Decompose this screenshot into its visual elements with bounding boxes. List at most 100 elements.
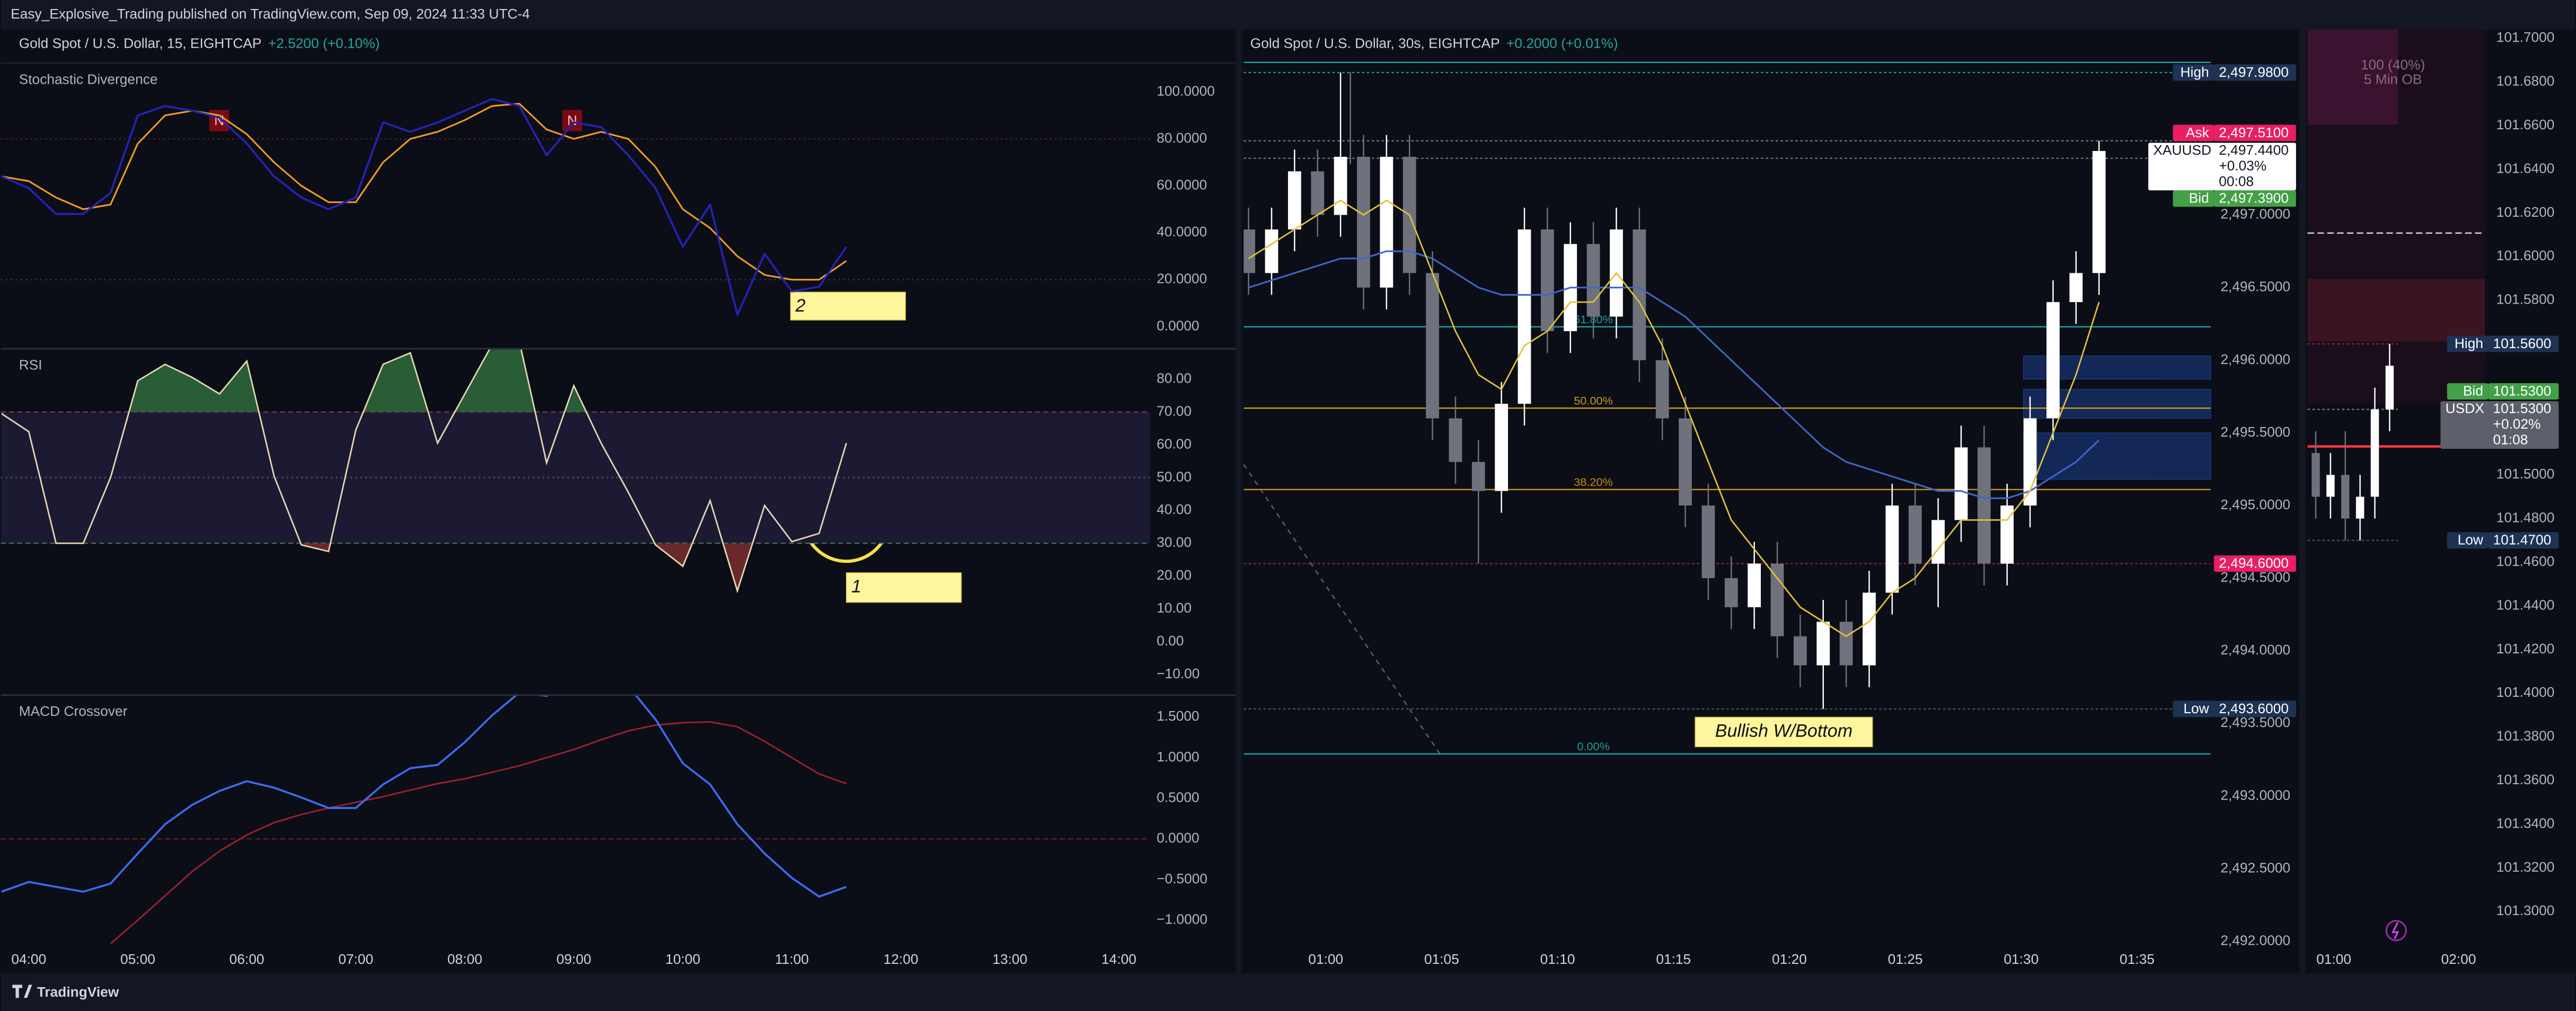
y-tick-label: 101.5000 — [2496, 466, 2555, 482]
y-tick-label: 101.6400 — [2496, 160, 2555, 176]
tag-value: 101.5300 — [2493, 383, 2551, 398]
x-tick-label: 08:00 — [447, 951, 482, 967]
tag-name-bg — [2447, 335, 2489, 352]
note: 1 — [851, 577, 861, 597]
x-tick-label: 11:00 — [775, 951, 809, 967]
pane-title: Stochastic Divergence — [19, 72, 158, 87]
y-tick-label: 30.00 — [1157, 534, 1192, 550]
tag-value-bg — [2213, 64, 2296, 81]
x-tick-label: 05:00 — [120, 951, 155, 967]
candle-body — [1724, 578, 1738, 607]
tag-value: 2,494.6000 — [2219, 555, 2289, 571]
y-tick-label: 80.0000 — [1157, 130, 1207, 146]
y-tick-label: 101.3800 — [2496, 728, 2555, 744]
y-tick-label: 2,493.0000 — [2220, 787, 2290, 803]
candle-body — [1449, 418, 1462, 462]
logo-mark — [12, 985, 32, 998]
ob-sub: 5 Min OB — [2364, 72, 2422, 87]
y-tick-label: 101.3600 — [2496, 771, 2555, 787]
candle-body — [1471, 462, 1485, 491]
tag-value-bg — [2213, 125, 2296, 141]
tag-value-bg — [2488, 383, 2559, 400]
candle-body — [1586, 244, 1600, 317]
candle-body — [1794, 636, 1807, 666]
quote-timer: 00:08 — [2219, 173, 2254, 189]
quote-change: +0.02% — [2493, 416, 2540, 432]
alert-icon[interactable] — [2385, 920, 2407, 942]
candle-body — [1495, 404, 1508, 491]
x-tick-label: 10:00 — [665, 951, 700, 967]
y-tick-label: 101.5800 — [2496, 291, 2555, 307]
y-tick-label: 100.0000 — [1157, 83, 1215, 99]
x-tick-label: 01:25 — [1888, 951, 1923, 967]
div-marker-bg — [562, 110, 583, 131]
x-tick-label: 07:00 — [338, 951, 373, 967]
tag-value-bg — [2488, 335, 2559, 352]
quote-symbol: USDX — [2446, 401, 2484, 416]
fib-label: 0.00% — [1577, 740, 1609, 753]
candle-body — [1885, 506, 1899, 593]
order-block — [2023, 432, 2211, 480]
middle-symbol: Gold Spot / U.S. Dollar, 30s, EIGHTCAP +0… — [1250, 36, 1618, 51]
rsi-line — [1, 349, 848, 593]
quote-price: 2,497.4400 — [2219, 142, 2289, 158]
tag-name: High — [2181, 64, 2209, 80]
y-tick-label: 101.4400 — [2496, 597, 2555, 613]
candle-body — [2069, 273, 2083, 303]
quote-box — [2148, 143, 2296, 191]
header: Easy_Explosive_Trading published on Trad… — [11, 6, 530, 22]
tag-name: Ask — [2186, 125, 2210, 140]
candle-body — [1863, 592, 1876, 666]
fib-label: 38.20% — [1574, 475, 1613, 489]
candle-body — [1908, 506, 1922, 564]
candle-body — [1977, 447, 1991, 564]
supply-zone — [2307, 279, 2485, 342]
x-tick-label: 13:00 — [992, 951, 1027, 967]
alert-icon-bolt — [2392, 922, 2399, 939]
y-tick-label: 40.0000 — [1157, 224, 1207, 240]
tag-value: 101.4700 — [2493, 532, 2551, 548]
candle-body — [1816, 622, 1830, 666]
candle-body — [1311, 171, 1325, 215]
y-tick-label: 101.6000 — [2496, 247, 2555, 263]
quote-change: +0.03% — [2219, 157, 2266, 173]
tag-value-bg — [2488, 532, 2559, 549]
candle-body — [1655, 360, 1669, 419]
tag-name-bg — [2173, 190, 2214, 207]
y-tick-label: 2,492.0000 — [2220, 933, 2290, 948]
candle-body — [1288, 171, 1301, 230]
x-tick-label: 02:00 — [2441, 951, 2476, 967]
tag-name-bg — [2173, 125, 2214, 141]
x-tick-label: 01:30 — [2004, 951, 2039, 967]
rsi-band — [1, 412, 1150, 544]
x-tick-label: 14:00 — [1101, 951, 1136, 967]
ma-fast-line — [1248, 199, 2100, 637]
y-tick-label: 2,497.0000 — [2220, 206, 2290, 222]
candle-body — [1541, 229, 1554, 331]
drawing-layer: 100.000080.000060.000040.000020.00000.00… — [1, 29, 2559, 967]
tag-name: Low — [2183, 700, 2209, 716]
candle-body — [1679, 418, 1692, 506]
candle-body — [1380, 156, 1393, 288]
y-tick-label: 80.00 — [1157, 370, 1192, 386]
tag-value-bg — [2213, 190, 2296, 207]
candle-body — [2326, 475, 2335, 497]
y-tick-label: 0.00 — [1157, 633, 1184, 649]
tag-value: 2,497.5100 — [2219, 125, 2289, 140]
stoch-d-line — [1, 103, 847, 281]
y-tick-label: 2,495.0000 — [2220, 496, 2290, 512]
candle-body — [2370, 409, 2379, 497]
y-tick-label: 101.4000 — [2496, 684, 2555, 700]
tag-value: 2,497.9800 — [2219, 64, 2289, 80]
y-tick-label: 20.0000 — [1157, 271, 1207, 287]
symbol: Gold Spot / U.S. Dollar, 15, EIGHTCAP — [19, 36, 262, 51]
candle-body — [2092, 150, 2106, 273]
tag-name-bg — [2173, 700, 2214, 717]
fib-label: 100.00% — [1571, 48, 1616, 61]
candle-body — [2341, 475, 2350, 519]
y-tick-label: 2,496.0000 — [2220, 351, 2290, 367]
quote-box — [2440, 401, 2559, 449]
candle-body — [1357, 156, 1370, 288]
y-tick-label: −0.5000 — [1157, 871, 1207, 886]
